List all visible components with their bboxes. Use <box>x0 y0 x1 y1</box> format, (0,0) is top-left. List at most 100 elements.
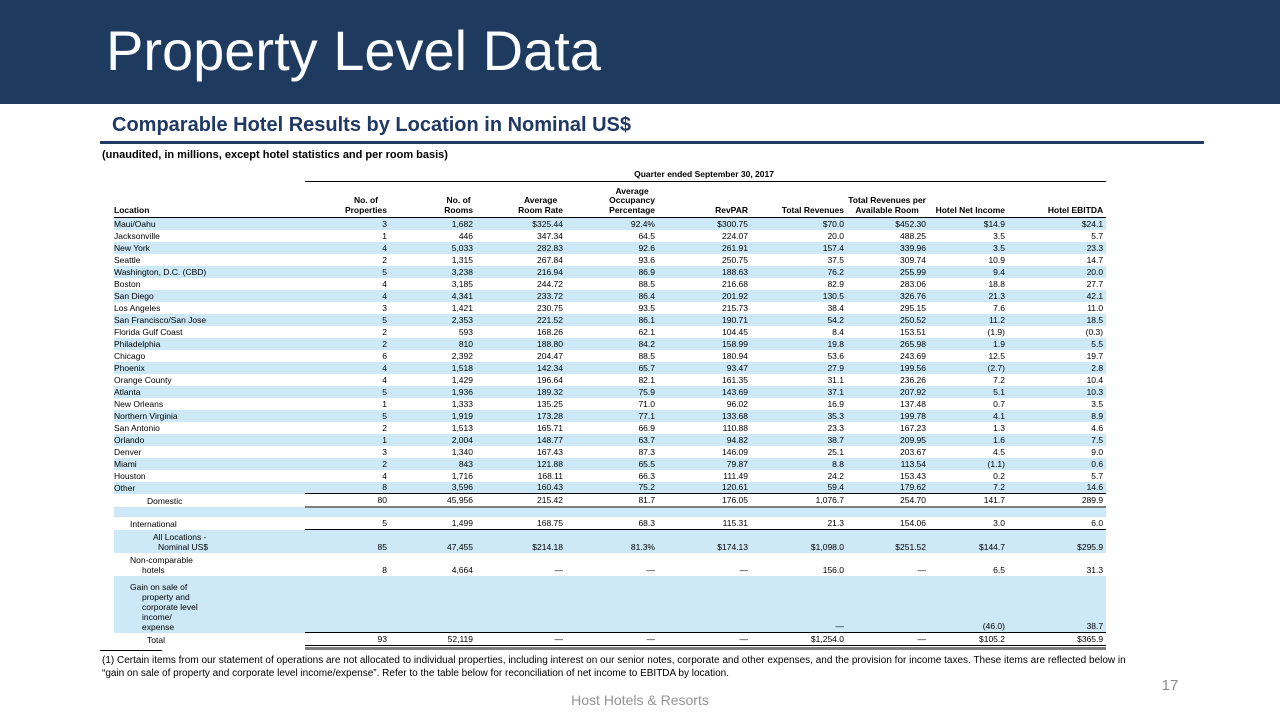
table-cell: 37.5 <box>827 254 844 265</box>
table-cell: 143.69 <box>722 386 748 397</box>
table-row: Seattle 2 1,315 267.84 93.6 250.75 37.5 309.74 1… <box>114 254 1106 266</box>
table-cell: 0.7 <box>993 398 1005 409</box>
column-header-text: RevPAR <box>715 205 748 216</box>
table-cell: 21.3 <box>988 290 1005 301</box>
table-cell: 38.7 <box>827 434 844 445</box>
column-header-line: Occupancy <box>609 195 655 205</box>
row-location-label: New Orleans <box>114 398 164 409</box>
summary-label-line: income/ <box>142 611 172 622</box>
table-cell: 63.7 <box>638 434 655 445</box>
summary-row-total: Total 93 52,119— — — $1,254.0— $105.2 $365.9 <box>114 632 1107 646</box>
stats-note: (unaudited, in millions, except hotel st… <box>102 149 448 161</box>
table-cell: 250.75 <box>722 254 748 265</box>
table-cell: 4.5 <box>993 446 1005 457</box>
table-cell: 86.9 <box>638 266 655 277</box>
table-cell: $365.9 <box>1008 632 1107 646</box>
table-cell: 1 <box>382 230 387 241</box>
table-cell: 203.67 <box>900 446 926 457</box>
period-header-row: Quarter ended September 30, 2017 <box>114 164 1107 182</box>
table-cell: 158.99 <box>722 338 748 349</box>
table-row: San Diego 4 4,341 233.72 86.4 201.92 130.5 326.… <box>114 289 1107 302</box>
table-cell: 2 <box>382 458 387 469</box>
table-cell: 3,596 <box>390 481 476 494</box>
table-cell: 267.84 <box>537 254 563 265</box>
table-cell: 3,185 <box>451 278 473 289</box>
table-cell: 5 <box>382 410 387 421</box>
summary-label-line: expense <box>142 621 175 632</box>
table-cell: $1,098.0 <box>810 541 844 552</box>
table-cell: 8 <box>305 481 390 494</box>
table-cell: (1.1) <box>987 458 1005 469</box>
column-header-text: Total Revenues <box>782 205 844 216</box>
table-cell: 18.5 <box>1086 314 1104 325</box>
table-row: San Francisco/San Jose 5 2,353 221.52 86.1 19… <box>114 313 1107 326</box>
table-cell: 3 <box>382 302 387 313</box>
table-cell: 1,919 <box>451 410 473 421</box>
table-cell: 179.62 <box>847 481 929 494</box>
summary-row-gain-on-sale: Gain on sale of property and corporate lev… <box>114 575 1107 633</box>
table-row: Orlando 1 2,004 148.77 63.7 94.82 38.7 209.95 1.… <box>114 433 1107 446</box>
column-header-line: Percentage <box>609 204 655 215</box>
column-header-line: Average <box>615 185 649 196</box>
footer-brand: Host Hotels & Resorts <box>571 692 709 708</box>
table-cell: 2.8 <box>1091 362 1104 373</box>
table-cell: — <box>554 564 564 575</box>
table-cell: $174.13 <box>717 541 748 552</box>
table-cell <box>658 575 751 633</box>
table-cell: 230.75 <box>537 302 563 313</box>
row-location-label: Jacksonville <box>114 230 160 241</box>
table-cell: 1,518 <box>451 362 473 373</box>
table-cell: 1.9 <box>993 338 1005 349</box>
table-cell: $24.1 <box>1081 218 1104 229</box>
table-cell: 1,340 <box>451 446 473 457</box>
table-cell: 4 <box>382 278 387 289</box>
table-cell: 167.23 <box>900 422 926 433</box>
table-cell: 104.45 <box>722 326 748 337</box>
table-cell: 199.78 <box>900 410 926 421</box>
table-cell: 295.15 <box>900 302 926 313</box>
table-cell: 4,664 <box>451 564 473 575</box>
table-cell: 2,392 <box>451 350 473 361</box>
table-cell: 11.0 <box>1087 302 1104 313</box>
table-cell <box>658 507 751 517</box>
table-cell: 141.7 <box>929 493 1008 508</box>
table-cell <box>566 507 658 517</box>
table-cell: 52,119 <box>390 632 476 646</box>
table-cell: 8.9 <box>1091 410 1104 421</box>
table-cell: 79.87 <box>726 458 748 469</box>
table-cell: 93 <box>305 632 390 646</box>
summary-label-line: All Locations - <box>153 531 207 542</box>
table-cell: 5.7 <box>1091 470 1104 481</box>
table-cell: 326.76 <box>900 290 926 301</box>
table-cell: 3.5 <box>993 242 1005 253</box>
summary-row-label: Domestic <box>114 494 305 507</box>
column-header-text: Hotel EBITDA <box>1048 205 1103 216</box>
table-cell: 4 <box>382 290 387 301</box>
table-cell: 289.9 <box>1008 493 1107 508</box>
table-cell: 8.4 <box>832 326 844 337</box>
table-cell: 0.6 <box>1091 458 1104 469</box>
table-cell <box>847 507 929 517</box>
summary-row-label <box>114 507 305 517</box>
column-header-line: Hotel Net Income <box>935 204 1005 215</box>
table-cell: 88.5 <box>638 350 655 361</box>
table-cell: 215.42 <box>476 493 566 508</box>
table-cell: 80 <box>305 493 390 508</box>
table-cell: 1,716 <box>451 470 473 481</box>
table-cell: (1.9) <box>987 326 1005 337</box>
table-cell: 265.98 <box>900 338 926 349</box>
table-cell: 254.70 <box>847 493 929 508</box>
row-location-label: Chicago <box>114 350 146 361</box>
heading-underline <box>100 141 1204 144</box>
table-cell <box>305 507 390 517</box>
table-cell: 10.9 <box>988 254 1005 265</box>
table-cell: 19.8 <box>827 338 844 349</box>
table-cell: 199.56 <box>900 362 926 373</box>
table-cell: 27.9 <box>827 362 844 373</box>
table-cell: 88.5 <box>638 278 655 289</box>
table-cell: 92.4% <box>630 218 655 229</box>
table-cell: 8.8 <box>832 458 844 469</box>
table-cell: 224.07 <box>722 230 748 241</box>
summary-row-international: International 5 1,499 168.75 68.3 115.31 21.3 1… <box>114 516 1107 530</box>
